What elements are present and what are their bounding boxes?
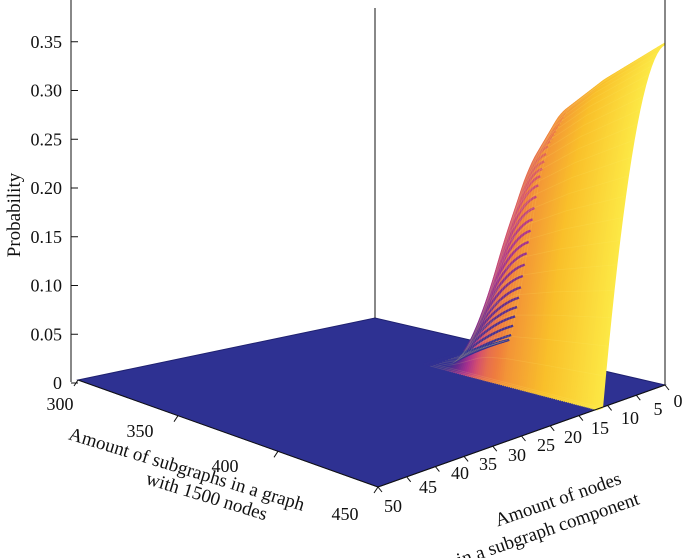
y-tick — [435, 466, 440, 472]
x-tick-label: 450 — [332, 504, 359, 524]
surface-slice — [581, 51, 652, 408]
surface-mesh-line — [477, 96, 643, 350]
y-tick-label: 30 — [508, 445, 526, 465]
surface-slice — [423, 342, 495, 366]
surface-mesh-line — [485, 66, 651, 347]
z-tick-label: 0.30 — [31, 81, 63, 101]
y-tick-label: 50 — [384, 496, 402, 516]
y-tick — [635, 394, 641, 401]
surface-slice — [570, 58, 641, 404]
surface-mesh-line — [462, 175, 628, 355]
surface-mesh-line — [433, 364, 600, 409]
surface-mesh-line — [450, 264, 617, 360]
surface-mesh-line — [491, 52, 657, 346]
x-tick-label: 350 — [127, 421, 154, 441]
z-tick-label: 0.20 — [31, 178, 63, 198]
x-tick — [373, 486, 379, 494]
y-tick — [492, 445, 498, 452]
surface-slice — [587, 47, 658, 409]
surface-slice — [564, 61, 635, 403]
y-tick — [521, 435, 526, 442]
surface-mesh-line — [497, 45, 663, 344]
surface-mesh-line — [471, 124, 637, 352]
y-tick-label: 10 — [621, 408, 639, 428]
surface-slice — [562, 62, 633, 402]
y-tick-label: 35 — [479, 454, 497, 474]
x-tick — [273, 451, 279, 458]
y-tick-label: 25 — [537, 435, 555, 455]
surface-layer — [76, 42, 667, 488]
surface-mesh-line — [500, 43, 666, 343]
surface-mesh-line — [447, 290, 614, 361]
axes-layer — [70, 0, 670, 494]
x-axis-line — [77, 379, 379, 488]
z-tick-label: 0.25 — [31, 129, 63, 149]
surface-mesh-line — [465, 157, 631, 354]
surface-slice — [580, 52, 651, 407]
z-tick-label: 0.35 — [31, 32, 63, 52]
y-tick — [578, 415, 584, 421]
surface-slice — [595, 42, 666, 411]
y-tick — [406, 476, 412, 483]
surface-slice — [578, 53, 649, 406]
y-tick — [463, 456, 469, 462]
z-tick-label: 0 — [53, 373, 62, 393]
surface-mesh-line — [445, 314, 611, 363]
y-tick-label: 45 — [419, 477, 437, 497]
surface-slice — [572, 56, 643, 405]
y-tick-label: 15 — [591, 418, 609, 438]
surface-slice — [568, 59, 639, 404]
surface-mesh-line — [474, 109, 640, 351]
x-tick — [73, 379, 79, 387]
y-tick — [549, 425, 555, 432]
surface-mesh-line — [494, 48, 660, 345]
x-tick-label: 300 — [47, 394, 74, 414]
surface-mesh-line — [483, 74, 648, 348]
surface-mesh-line — [439, 356, 605, 377]
y-tick — [607, 405, 612, 411]
surface-slice — [593, 43, 664, 411]
surface-mesh-line — [480, 85, 646, 349]
surface-slice — [576, 54, 647, 406]
surface-slice — [591, 45, 662, 410]
surface-mesh-line — [436, 364, 602, 408]
surface-mesh-line — [488, 58, 654, 346]
y-tick — [377, 486, 383, 493]
x-tick — [173, 415, 179, 422]
y-tick-label: 0 — [674, 391, 683, 411]
x-tick-label: 400 — [212, 456, 239, 476]
y-tick-label: 5 — [654, 399, 663, 419]
surface-slice — [566, 60, 637, 403]
surface-mesh-line — [430, 365, 597, 410]
surface-mesh-line — [468, 139, 634, 353]
z-tick-label: 0.05 — [31, 324, 63, 344]
surface-slice — [462, 218, 534, 376]
surface-slice — [583, 49, 654, 408]
surface-slice — [585, 48, 656, 409]
surface-mesh-line — [459, 195, 625, 356]
surface-slice — [574, 55, 645, 405]
z-axis-title: Probability — [4, 172, 25, 257]
y-tick-label: 20 — [564, 427, 582, 447]
surface-mesh-line — [453, 240, 620, 358]
surface-mesh-line — [456, 217, 623, 357]
surface-slice — [589, 46, 660, 410]
y-tick-label: 40 — [451, 463, 469, 483]
y-tick — [664, 384, 670, 391]
z-tick-label: 0.15 — [31, 227, 63, 247]
z-tick-label: 0.10 — [31, 276, 63, 296]
surface-mesh-line — [442, 336, 608, 364]
